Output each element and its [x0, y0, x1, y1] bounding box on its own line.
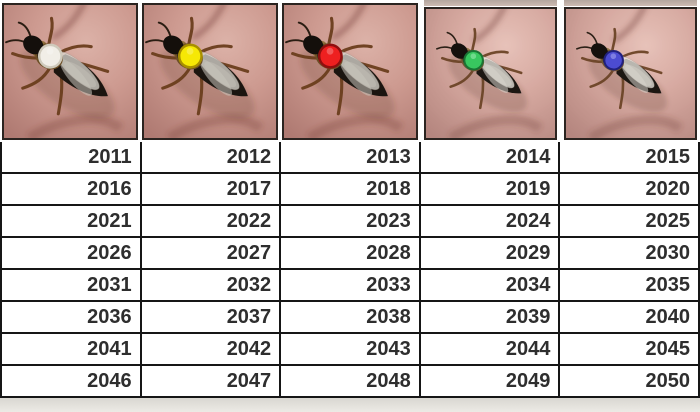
table-row: 2031 2032 2033 2034 2035	[0, 268, 700, 302]
year-cell: 2027	[139, 236, 282, 270]
table-row: 2021 2022 2023 2024 2025	[0, 204, 700, 238]
bee-head	[590, 43, 608, 59]
year-cell: 2042	[139, 332, 282, 366]
year-cell: 2034	[418, 268, 561, 302]
year-cell: 2030	[558, 236, 700, 270]
bee-photo-frame-blue	[564, 7, 697, 140]
year-cell: 2037	[139, 300, 282, 334]
queen-bee	[285, 16, 395, 119]
year-cell: 2019	[418, 172, 561, 206]
year-cell: 2020	[558, 172, 700, 206]
year-cell: 2025	[558, 204, 700, 238]
year-cell: 2050	[558, 364, 700, 398]
queen-bee	[145, 16, 255, 119]
year-cell: 2016	[0, 172, 142, 206]
year-cell: 2033	[279, 268, 421, 302]
marking-dot	[603, 49, 624, 71]
year-cell: 2047	[139, 364, 282, 398]
queen-bee	[576, 27, 667, 112]
marking-dot	[37, 43, 63, 69]
table-row: 2011 2012 2013 2014 2015	[0, 140, 700, 174]
footer-strip	[0, 398, 700, 412]
bee-wing	[481, 62, 509, 93]
year-cell: 2011	[0, 140, 142, 174]
bee-photo-panel-green	[420, 0, 560, 142]
bee-head	[163, 35, 184, 55]
queen-bee-photo	[284, 5, 416, 138]
bee-photo-panel-white	[0, 0, 140, 142]
bee-photo-panel-yellow	[140, 0, 280, 142]
bee-photo-panel-red	[280, 0, 420, 142]
bee-wing	[59, 59, 93, 96]
year-cell: 2039	[418, 300, 561, 334]
queen-bee-photo	[566, 9, 695, 138]
year-cell: 2023	[279, 204, 421, 238]
queen-bee-photo	[144, 5, 276, 138]
marking-dot	[317, 43, 343, 69]
queen-bee-photo	[4, 5, 136, 138]
table-row: 2046 2047 2048 2049 2050	[0, 364, 700, 398]
finger-crease	[611, 9, 647, 44]
queen-marking-year-table: 2011 2012 2013 2014 2015 2016 2017 2018 2019 2020…	[0, 140, 700, 398]
year-cell: 2031	[0, 268, 142, 302]
year-cell: 2022	[139, 204, 282, 238]
table-row: 2016 2017 2018 2019 2020	[0, 172, 700, 206]
year-cell: 2021	[0, 204, 142, 238]
table-row: 2041 2042 2043 2044 2045	[0, 332, 700, 366]
year-cell: 2035	[558, 268, 700, 302]
bee-photo-panel-blue	[560, 0, 700, 142]
year-cell: 2024	[418, 204, 561, 238]
year-cell: 2018	[279, 172, 421, 206]
bee-head	[450, 43, 468, 59]
marking-dot	[177, 43, 203, 69]
year-cell: 2044	[418, 332, 561, 366]
year-cell: 2040	[558, 300, 700, 334]
table-row: 2036 2037 2038 2039 2040	[0, 300, 700, 334]
year-cell: 2046	[0, 364, 142, 398]
table-row: 2026 2027 2028 2029 2030	[0, 236, 700, 270]
year-cell: 2028	[279, 236, 421, 270]
year-table-body: 2011 2012 2013 2014 2015 2016 2017 2018 2019 2020…	[0, 140, 700, 398]
queen-bee	[5, 16, 115, 119]
year-cell: 2017	[139, 172, 282, 206]
marking-dot	[463, 49, 484, 71]
bee-head	[23, 35, 44, 55]
year-cell: 2038	[279, 300, 421, 334]
year-cell: 2036	[0, 300, 142, 334]
year-cell: 2026	[0, 236, 142, 270]
year-cell: 2012	[139, 140, 282, 174]
queen-bee	[436, 27, 527, 112]
year-cell: 2013	[279, 140, 421, 174]
bee-wing	[199, 59, 233, 96]
bee-wing	[339, 59, 373, 96]
bee-photo-frame-white	[2, 3, 138, 140]
queen-bee-photo	[426, 9, 555, 138]
year-cell: 2048	[279, 364, 421, 398]
year-cell: 2015	[558, 140, 700, 174]
year-cell: 2041	[0, 332, 142, 366]
year-cell: 2049	[418, 364, 561, 398]
year-cell: 2014	[418, 140, 561, 174]
finger-crease	[471, 9, 507, 44]
bee-photo-frame-yellow	[142, 3, 278, 140]
year-cell: 2029	[418, 236, 561, 270]
year-cell: 2045	[558, 332, 700, 366]
finger-crease	[50, 5, 86, 41]
finger-crease	[330, 5, 366, 41]
bee-head	[303, 35, 324, 55]
bee-photo-row	[0, 0, 700, 142]
bee-photo-frame-red	[282, 3, 418, 140]
year-cell: 2043	[279, 332, 421, 366]
bee-photo-frame-green	[424, 7, 557, 140]
finger-crease	[190, 5, 226, 41]
year-cell: 2032	[139, 268, 282, 302]
bee-wing	[621, 62, 649, 93]
